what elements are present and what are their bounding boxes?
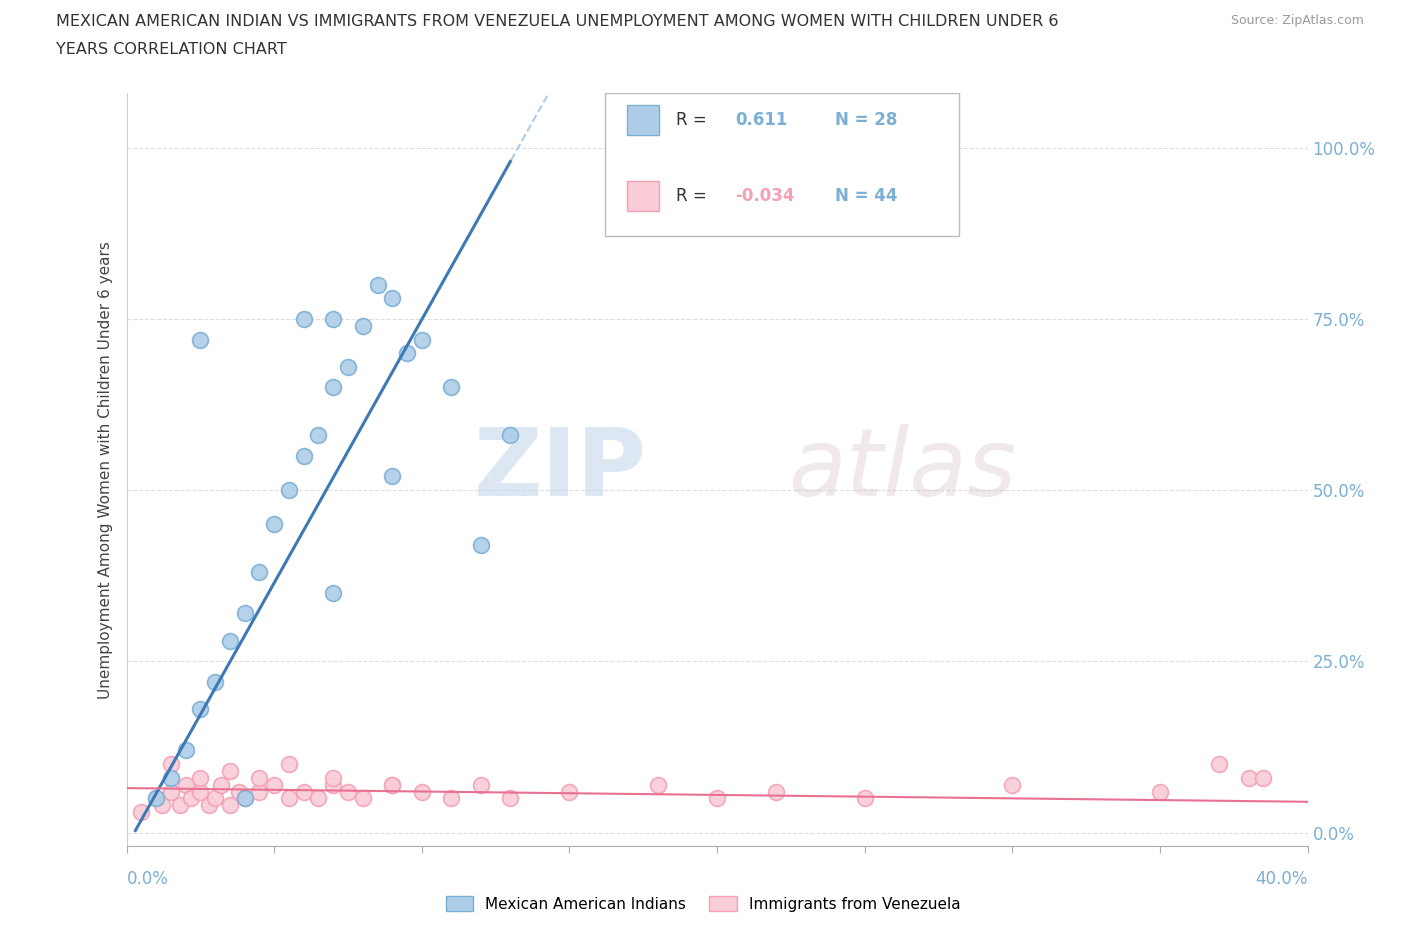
- Point: [352, 318, 374, 333]
- Point: [292, 784, 315, 799]
- Point: [1001, 777, 1024, 792]
- Text: YEARS CORRELATION CHART: YEARS CORRELATION CHART: [56, 42, 287, 57]
- FancyBboxPatch shape: [627, 180, 659, 210]
- Point: [278, 483, 301, 498]
- Point: [499, 428, 522, 443]
- Point: [188, 784, 212, 799]
- Point: [263, 777, 285, 792]
- Point: [322, 586, 344, 601]
- FancyBboxPatch shape: [627, 105, 659, 135]
- Point: [1237, 770, 1260, 785]
- Point: [440, 790, 463, 805]
- Point: [647, 777, 669, 792]
- Point: [129, 804, 153, 819]
- Point: [470, 538, 492, 552]
- Text: N = 44: N = 44: [835, 187, 897, 205]
- Point: [1208, 757, 1230, 772]
- Point: [440, 380, 463, 395]
- Point: [1253, 770, 1275, 785]
- Point: [263, 517, 285, 532]
- Point: [352, 790, 374, 805]
- Text: MEXICAN AMERICAN INDIAN VS IMMIGRANTS FROM VENEZUELA UNEMPLOYMENT AMONG WOMEN WI: MEXICAN AMERICAN INDIAN VS IMMIGRANTS FR…: [56, 14, 1059, 29]
- Point: [337, 784, 360, 799]
- Text: 40.0%: 40.0%: [1256, 870, 1308, 888]
- Point: [249, 565, 271, 579]
- Point: [160, 757, 183, 772]
- Text: ZIP: ZIP: [474, 424, 647, 515]
- Point: [322, 312, 344, 326]
- Text: Source: ZipAtlas.com: Source: ZipAtlas.com: [1230, 14, 1364, 27]
- Point: [853, 790, 876, 805]
- Point: [249, 784, 271, 799]
- Point: [706, 790, 728, 805]
- Point: [180, 790, 202, 805]
- Point: [381, 469, 404, 484]
- Point: [278, 757, 301, 772]
- Text: 0.611: 0.611: [735, 112, 787, 129]
- Point: [292, 448, 315, 463]
- Point: [337, 360, 360, 375]
- Text: atlas: atlas: [787, 424, 1017, 515]
- Point: [188, 702, 212, 717]
- Point: [292, 312, 315, 326]
- Point: [219, 633, 242, 648]
- Point: [204, 674, 226, 689]
- Point: [160, 784, 183, 799]
- Point: [765, 784, 787, 799]
- Point: [198, 798, 221, 813]
- Point: [145, 790, 167, 805]
- Text: R =: R =: [676, 112, 706, 129]
- Point: [308, 428, 330, 443]
- Point: [188, 332, 212, 347]
- Point: [174, 743, 197, 758]
- Point: [249, 770, 271, 785]
- Point: [233, 790, 256, 805]
- Point: [145, 790, 167, 805]
- Point: [381, 777, 404, 792]
- Point: [160, 770, 183, 785]
- Point: [308, 790, 330, 805]
- Point: [381, 777, 404, 792]
- Point: [174, 777, 197, 792]
- Point: [169, 798, 191, 813]
- Point: [228, 784, 250, 799]
- Point: [204, 790, 226, 805]
- Point: [233, 790, 256, 805]
- Point: [411, 784, 433, 799]
- FancyBboxPatch shape: [605, 93, 959, 236]
- Point: [396, 346, 419, 361]
- Point: [219, 764, 242, 778]
- Point: [1149, 784, 1171, 799]
- Point: [219, 798, 242, 813]
- Legend: Mexican American Indians, Immigrants from Venezuela: Mexican American Indians, Immigrants fro…: [440, 889, 966, 918]
- Point: [558, 784, 581, 799]
- Text: 0.0%: 0.0%: [127, 870, 169, 888]
- Point: [367, 277, 389, 292]
- Y-axis label: Unemployment Among Women with Children Under 6 years: Unemployment Among Women with Children U…: [97, 241, 112, 698]
- Point: [278, 790, 301, 805]
- Text: -0.034: -0.034: [735, 187, 794, 205]
- Point: [470, 777, 492, 792]
- Point: [381, 291, 404, 306]
- Text: R =: R =: [676, 187, 706, 205]
- Point: [499, 790, 522, 805]
- Point: [411, 332, 433, 347]
- Point: [322, 380, 344, 395]
- Point: [233, 606, 256, 621]
- Point: [209, 777, 232, 792]
- Point: [322, 770, 344, 785]
- Point: [188, 770, 212, 785]
- Point: [322, 777, 344, 792]
- Text: N = 28: N = 28: [835, 112, 897, 129]
- Point: [150, 798, 173, 813]
